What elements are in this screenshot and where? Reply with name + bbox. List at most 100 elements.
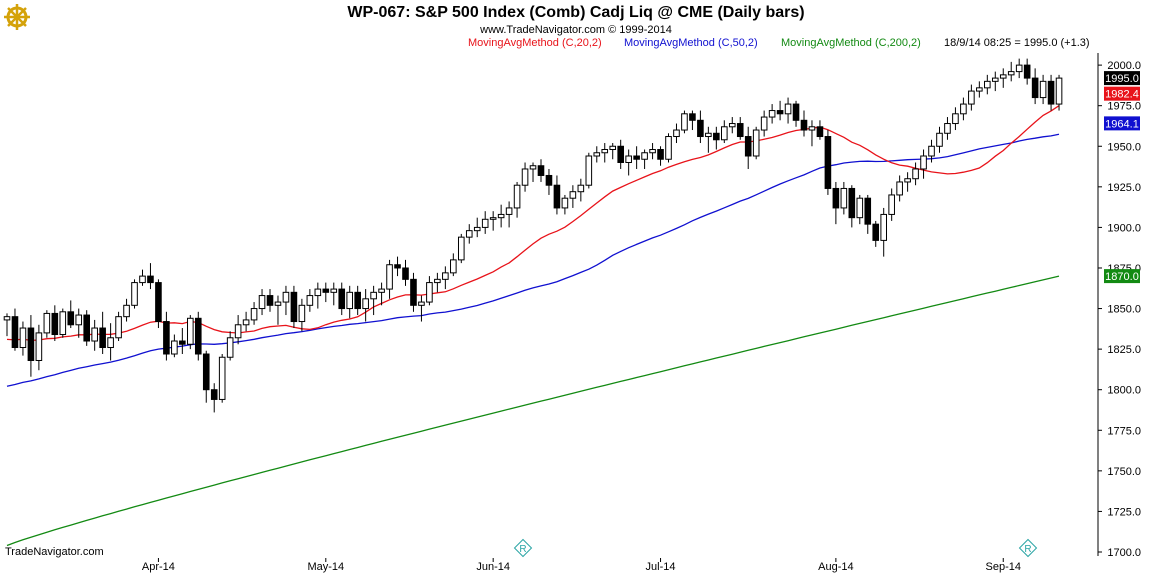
candle [904,172,911,192]
candle-down [792,103,800,121]
candle-down [155,282,162,323]
candle [1015,58,1023,79]
candle-up [258,295,266,310]
marker-letter: R [1024,544,1031,555]
candle [697,110,704,144]
candle-down [1023,64,1031,79]
candle [593,146,601,163]
x-tick-label: Jul-14 [646,561,676,573]
candle-up [505,207,513,215]
candle-up [19,327,27,349]
candle [553,175,561,215]
candle-up [115,316,122,339]
candle-down [402,267,409,280]
candle [378,282,385,306]
candle [234,315,242,345]
ma20-tag: 1982.4 [1104,86,1140,101]
tag-box [1104,116,1140,131]
candle [1031,68,1039,105]
candle [601,143,609,163]
candle-up [944,123,951,134]
candle [59,308,67,338]
candle-down [553,184,561,209]
candle [290,285,298,329]
candle-up [314,288,322,297]
candle-up [768,110,776,118]
candle-down [776,110,784,115]
candle-down [1031,77,1039,99]
candle-down [545,174,553,186]
candle-up [43,312,51,334]
candle [450,253,457,277]
candle-up [784,103,792,115]
candle-up [234,324,242,339]
candle [760,110,768,137]
ma50-tag: 1964.1 [1104,116,1140,131]
candle [928,139,935,163]
candle-up [457,236,465,261]
candle-down [266,295,274,306]
candle-up [434,278,441,284]
y-tick-label: 1725.0 [1107,506,1141,518]
candle-up [282,291,290,303]
candle [163,311,170,361]
candle [864,194,872,234]
candle-down [202,353,210,391]
candle-up [298,304,306,323]
tag-text: 1982.4 [1105,89,1139,101]
candle [920,149,927,179]
candle [521,162,529,192]
candle-up [912,168,919,180]
candle [1007,61,1015,82]
candle-up [728,123,736,128]
candle [75,308,83,338]
legend-ma50: MovingAvgMethod (C,50,2) [624,37,758,49]
candle [194,311,202,361]
x-tick-label: Sep-14 [986,561,1021,573]
candle [800,110,808,137]
candle-up [242,319,250,326]
candle-down [163,321,170,355]
candle [713,126,720,150]
candle [338,282,346,316]
marker-letter: R [519,544,526,555]
candle [513,181,521,218]
candle-up [123,304,130,318]
candle-up [840,187,848,209]
value-tags: 1995.0 1982.4 1964.1 1870.0 [1104,71,1140,284]
candle-up [856,197,864,219]
candle [202,350,210,403]
candle [944,117,951,140]
candle-down [147,275,154,284]
candle-down [322,288,330,293]
candle-down [194,317,202,355]
candle [274,295,282,325]
candle [673,123,680,144]
candle [529,162,537,182]
candle-up [250,308,258,321]
candle-up [991,77,999,82]
candle [991,71,999,92]
x-tick-label: Jun-14 [476,561,510,573]
candle [139,269,146,286]
candle [3,313,11,337]
candle-down [800,119,808,131]
legend-ma20: MovingAvgMethod (C,20,2) [468,37,602,49]
candle-down [744,136,752,157]
ma200-tag: 1870.0 [1104,269,1140,284]
candle [155,279,162,329]
candle-down [689,113,696,121]
candle [147,263,154,290]
candle [657,146,664,166]
candle-up [107,337,114,349]
candle [115,311,122,342]
candle-up [386,264,393,290]
candle [322,282,330,303]
candle-up [330,288,338,293]
candle-up [880,213,888,241]
candle [848,185,856,228]
candle-up [75,314,83,326]
candle-up [59,311,67,336]
candle [218,354,226,403]
candle-up [561,197,569,209]
